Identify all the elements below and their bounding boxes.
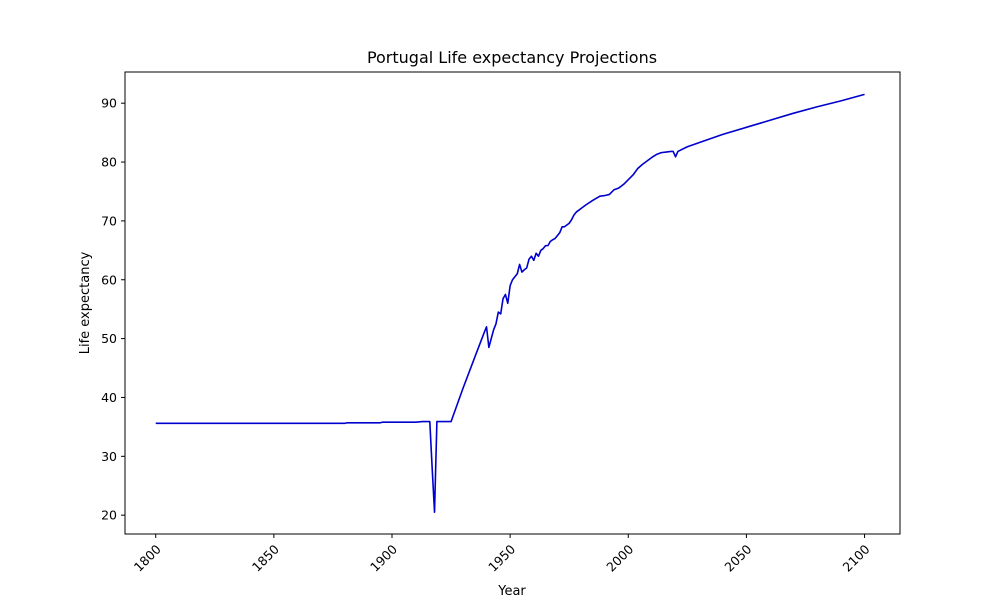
y-tick-label: 80 <box>101 155 117 170</box>
plot-frame <box>124 71 901 535</box>
y-tick-label: 90 <box>101 96 117 111</box>
x-axis-label: Year <box>497 584 526 599</box>
x-axis: 1800 1850 1900 1950 2000 2050 2100 <box>131 534 873 575</box>
x-tick-label: 1950 <box>485 541 518 574</box>
y-tick-label: 40 <box>101 390 117 405</box>
y-tick-label: 70 <box>101 213 117 228</box>
x-tick-label: 2050 <box>721 541 754 574</box>
y-axis-label: Life expectancy <box>78 251 93 354</box>
x-tick-label: 2100 <box>840 541 873 574</box>
y-tick-label: 60 <box>101 272 117 287</box>
plot-layer <box>155 93 865 514</box>
x-tick-label: 1850 <box>249 541 282 574</box>
x-tick-label: 1800 <box>131 541 164 574</box>
series-line-0 <box>155 93 865 514</box>
chart-title: Portugal Life expectancy Projections <box>367 48 657 67</box>
y-tick-label: 20 <box>101 508 117 523</box>
y-tick-label: 50 <box>101 331 117 346</box>
x-tick-label: 1900 <box>367 541 400 574</box>
x-tick-label: 2000 <box>603 541 636 574</box>
y-axis: 20 30 40 50 60 70 80 90 <box>101 96 125 523</box>
y-tick-label: 30 <box>101 449 117 464</box>
